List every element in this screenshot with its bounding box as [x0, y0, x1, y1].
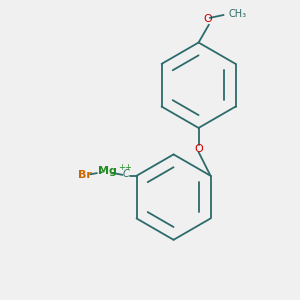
Text: O: O [203, 14, 212, 24]
Text: ++: ++ [118, 163, 132, 172]
Text: CH₃: CH₃ [228, 9, 246, 19]
Text: Br: Br [78, 170, 92, 180]
Text: Mg: Mg [98, 166, 117, 176]
Text: C: C [123, 169, 130, 179]
Text: O: O [194, 143, 203, 154]
